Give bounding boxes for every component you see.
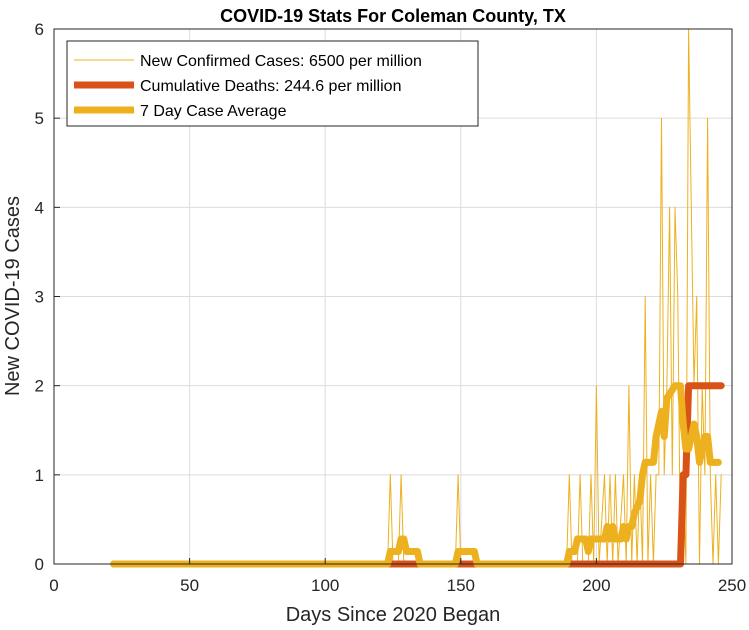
x-axis-label: Days Since 2020 Began — [286, 604, 501, 626]
y-tick-label: 4 — [35, 198, 44, 217]
legend-box — [66, 40, 479, 127]
legend-label-7-day-average: 7 Day Case Average — [140, 103, 287, 120]
x-tick-label: 50 — [180, 576, 199, 595]
y-tick-label: 3 — [35, 288, 44, 307]
x-tick-label: 150 — [447, 576, 475, 595]
series-7-day-average — [110, 382, 722, 568]
legend-label-new-cases: New Confirmed Cases: 6500 per million — [140, 53, 422, 70]
ticks: 0 50 100 150 200 250 0 1 2 3 4 5 6 — [35, 20, 747, 595]
y-tick-label: 6 — [35, 20, 44, 39]
x-tick-label: 0 — [49, 576, 58, 595]
legend-label-cumulative-deaths: Cumulative Deaths: 244.6 per million — [140, 78, 401, 95]
y-tick-label: 2 — [35, 377, 44, 396]
x-tick-label: 200 — [582, 576, 610, 595]
chart-title: COVID-19 Stats For Coleman County, TX — [220, 6, 566, 26]
y-tick-label: 0 — [35, 555, 44, 574]
x-tick-label: 250 — [718, 576, 746, 595]
y-tick-label: 1 — [35, 466, 44, 485]
x-tick-label: 100 — [311, 576, 339, 595]
y-axis-label: New COVID-19 Cases — [2, 196, 24, 396]
legend: New Confirmed Cases: 6500 per million Cu… — [66, 40, 479, 127]
y-tick-label: 5 — [35, 109, 44, 128]
